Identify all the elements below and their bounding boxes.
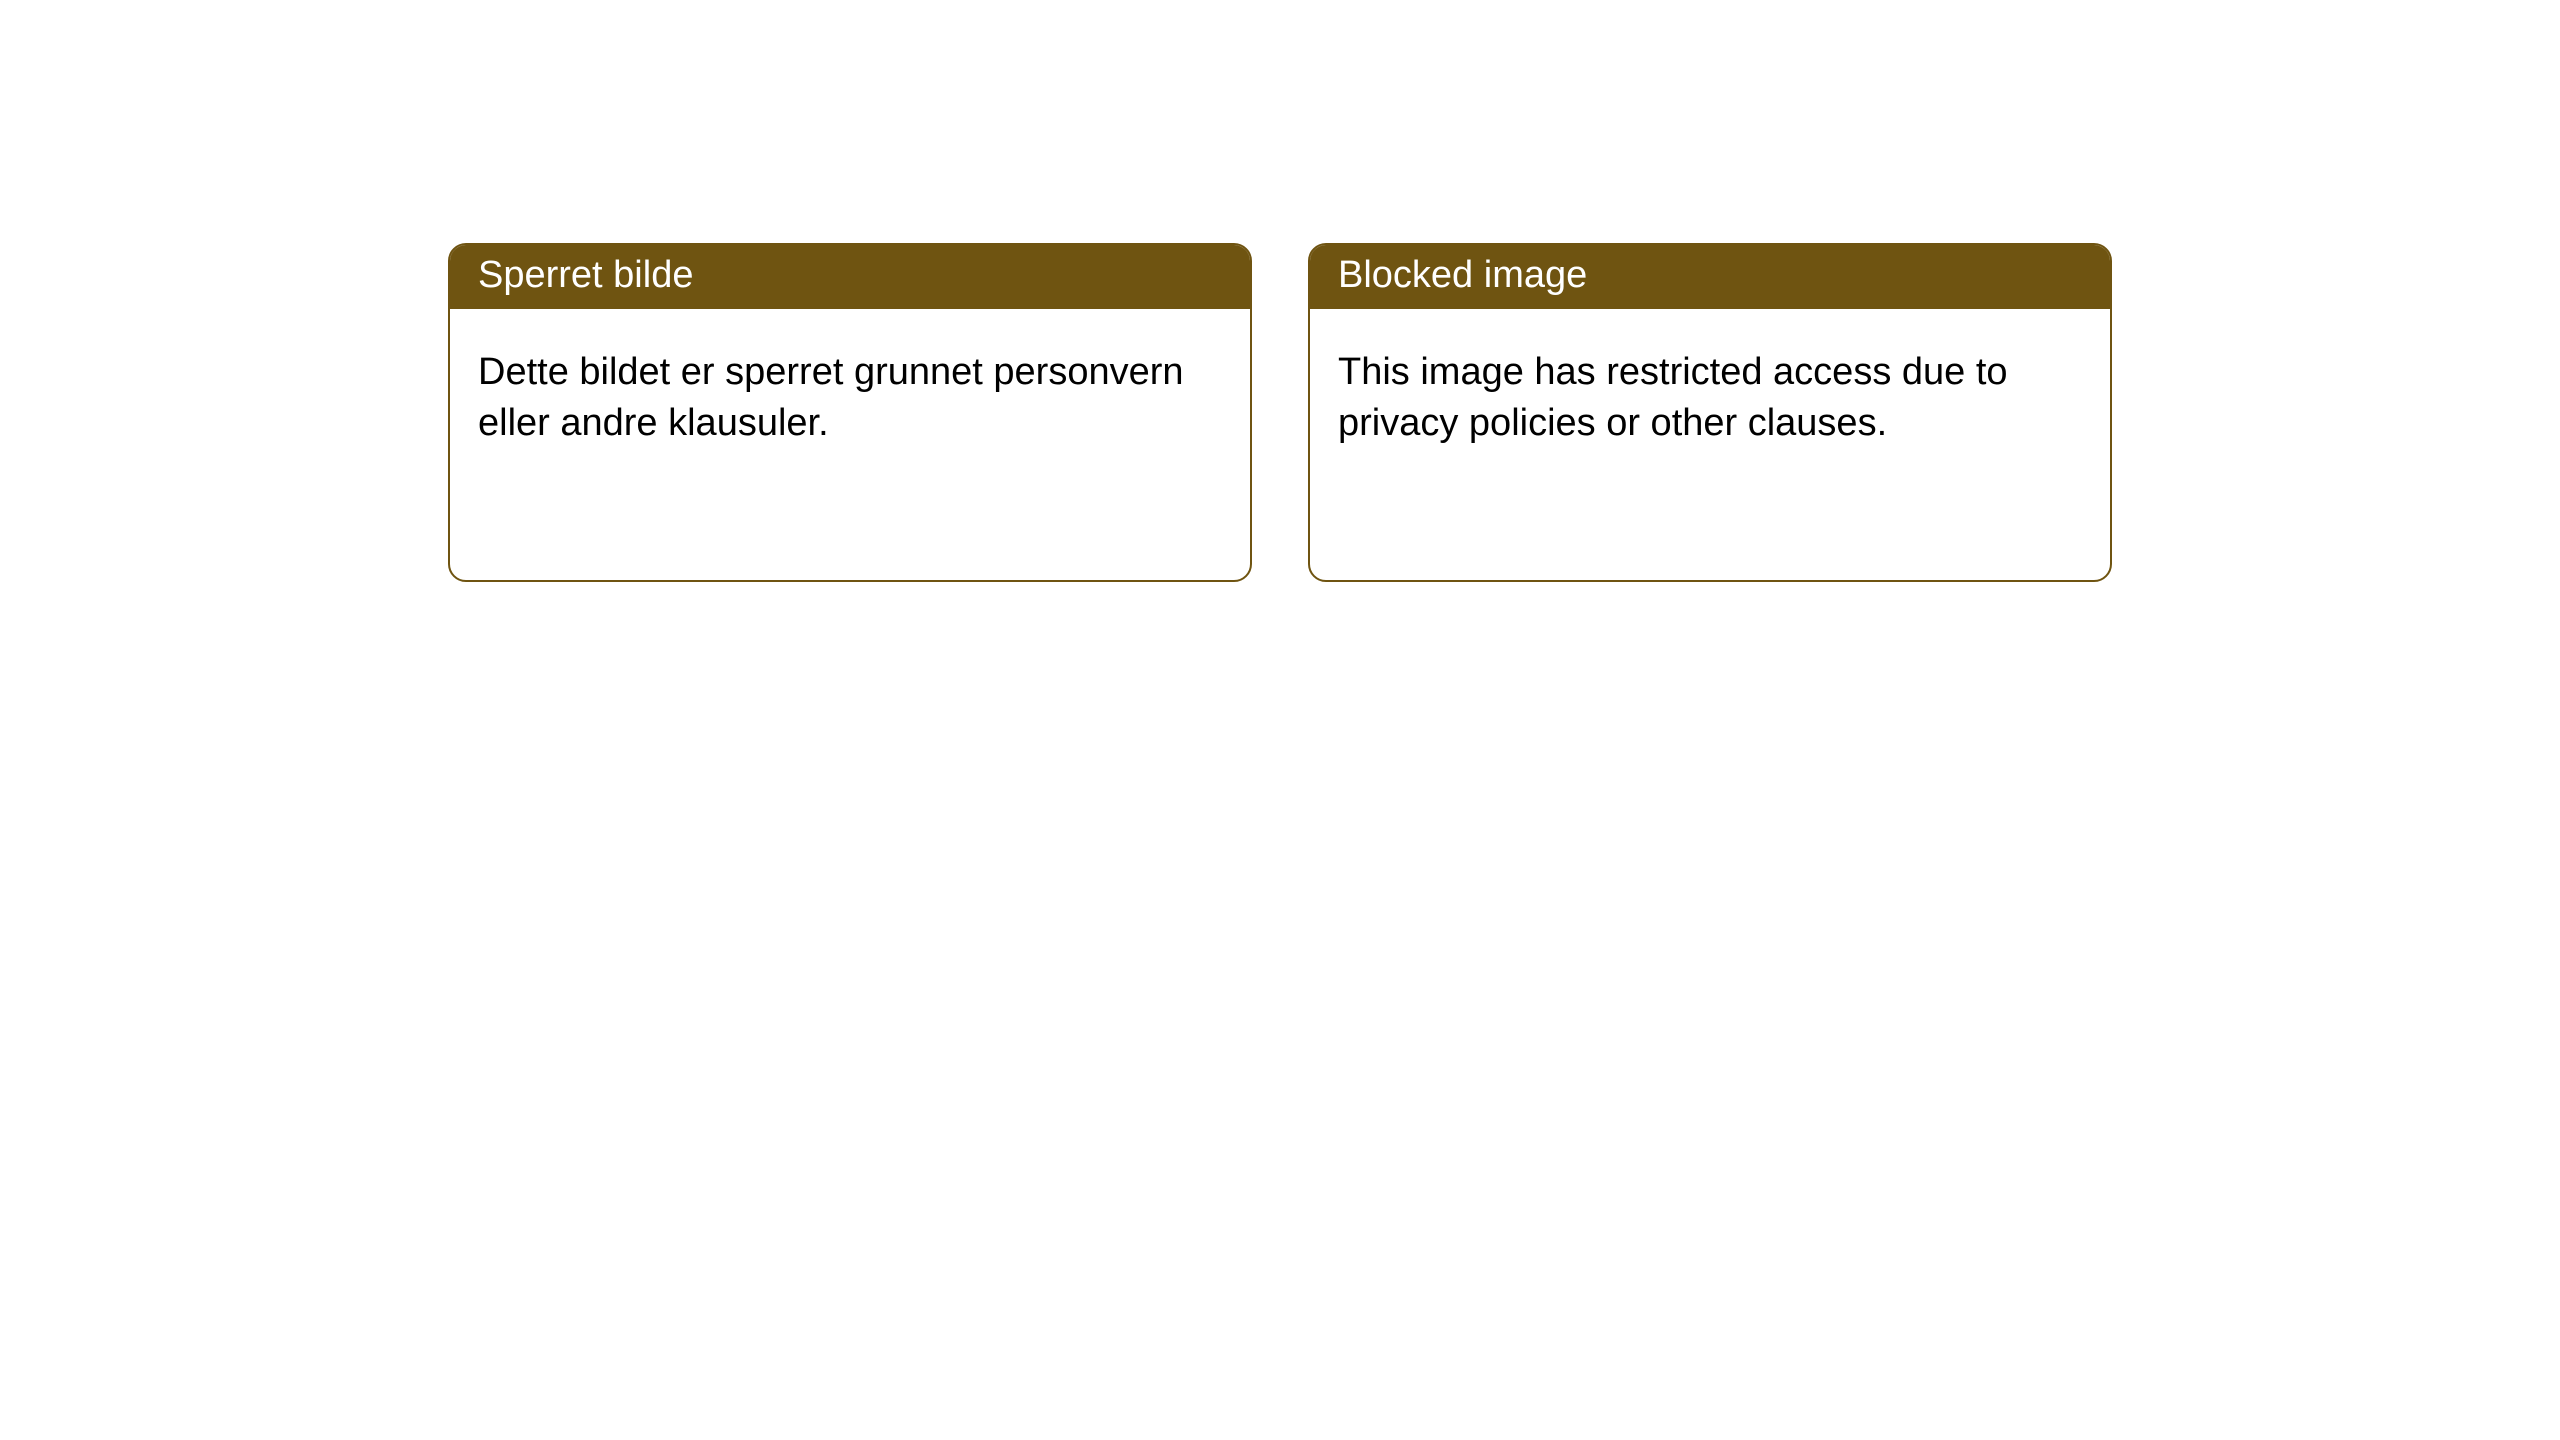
card-header: Sperret bilde <box>450 245 1250 309</box>
notice-card-norwegian: Sperret bilde Dette bildet er sperret gr… <box>448 243 1252 582</box>
card-body: Dette bildet er sperret grunnet personve… <box>450 309 1250 478</box>
card-header: Blocked image <box>1310 245 2110 309</box>
card-title: Blocked image <box>1338 254 1587 296</box>
card-title: Sperret bilde <box>478 254 693 296</box>
card-body: This image has restricted access due to … <box>1310 309 2110 478</box>
card-body-text: Dette bildet er sperret grunnet personve… <box>478 351 1184 445</box>
notice-card-english: Blocked image This image has restricted … <box>1308 243 2112 582</box>
card-body-text: This image has restricted access due to … <box>1338 351 2008 445</box>
notice-cards-container: Sperret bilde Dette bildet er sperret gr… <box>0 0 2560 582</box>
